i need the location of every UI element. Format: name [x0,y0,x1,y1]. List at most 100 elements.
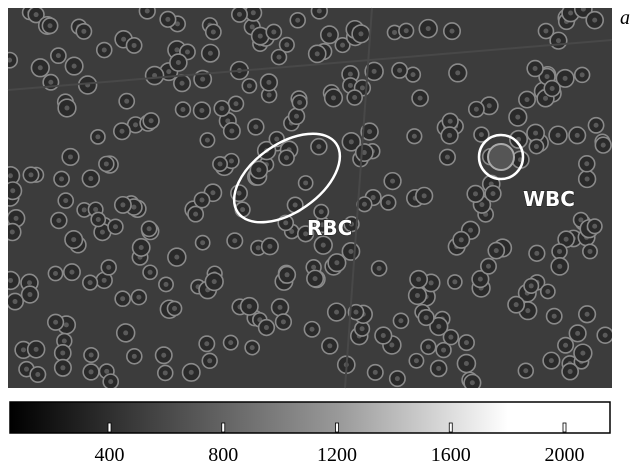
cell-center [444,154,450,160]
cell-center [311,264,317,270]
cell [8,270,21,291]
rbc-outline [232,132,342,224]
cell-center [417,95,423,101]
cell-center [414,292,420,298]
cell-center [59,176,65,182]
cell-center [88,176,94,182]
cell-center [423,315,429,321]
cell-center [101,277,107,283]
cell-center [280,319,286,325]
cell-center [557,263,563,269]
tick-mark [221,422,226,433]
cell-center [578,217,584,223]
cell-center [217,161,223,167]
cell-center [26,280,32,286]
cell-center [163,281,169,287]
cell-center [314,51,320,57]
cell-center [394,376,400,382]
cell-center [69,269,75,275]
tick-label: 1600 [431,444,471,465]
cell-center [294,113,300,119]
cell-center [349,221,355,227]
cell-center [545,288,551,294]
cell-center [347,82,353,88]
cell-center [204,341,210,347]
cell-center [147,269,153,275]
cell-center [274,136,280,142]
cell-center [103,161,109,167]
cell-center [525,308,531,314]
cell-center [9,229,15,235]
cell-center [463,361,469,367]
cell-center [584,161,590,167]
cell-center [312,276,318,282]
cell-center [95,134,101,140]
cell-center [263,325,269,331]
cell-center [246,83,252,89]
cell-center [210,29,216,35]
cell-center [60,365,66,371]
cell-center [348,139,354,145]
cell-center [13,215,19,221]
cell-center [61,338,67,344]
cell-center [544,74,550,80]
cell-center [449,28,455,34]
cell-center [48,79,54,85]
cell-center [334,260,340,266]
cell-center [592,223,598,229]
cell-center [81,207,87,213]
cell-center [436,323,442,329]
cell-center [148,118,154,124]
cell-center [580,8,586,12]
panel-label: a [620,7,630,29]
cell-center [447,118,453,124]
cell-center [166,69,172,75]
cell-center [473,106,479,112]
cell-center [255,245,261,251]
scratch [344,7,373,389]
cell-center [361,201,367,207]
cell-center [319,222,325,228]
cell-center [410,72,416,78]
cell-center [63,322,69,328]
cell-center [359,85,365,91]
cell-center [478,132,484,138]
cell-center [447,132,453,138]
cell-center [330,95,336,101]
wbc-cell [487,143,515,171]
cell-center [421,193,427,199]
cells [8,8,612,388]
cell-center [35,372,41,378]
cell-center [543,95,549,101]
tick-mark [562,422,567,433]
cell-center [55,53,61,59]
cell-center [486,263,492,269]
cell-center [448,334,454,340]
cell-center [249,24,255,30]
cell-center [347,71,353,77]
cell-center [292,202,298,208]
cell-center [436,365,442,371]
cell-center [71,237,77,243]
cell-center [403,28,409,34]
cell-center [327,343,333,349]
cell-center [253,124,259,130]
cell-center [397,67,403,73]
cell-center [602,332,608,338]
cell-center [358,31,364,37]
cell-center [277,304,283,310]
cell-center [543,28,549,34]
cell-center [106,264,112,270]
cell-center [326,32,332,38]
cell-center [425,26,431,32]
cell-center [568,10,574,16]
cell-center [580,350,586,356]
cell-center [47,23,53,29]
cell-center [548,358,554,364]
scratch [7,39,613,91]
cell-center [24,366,30,372]
cell-center [144,8,150,14]
cell-center [493,248,499,254]
cell-center [131,353,137,359]
tick-label: 800 [208,444,238,465]
